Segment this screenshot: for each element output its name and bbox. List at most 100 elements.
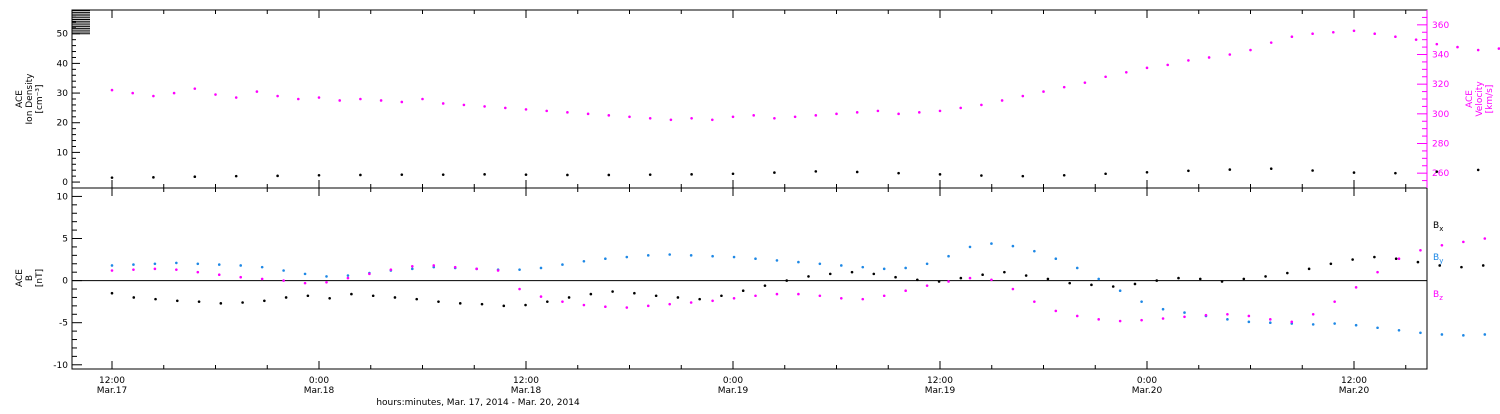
velocity-point — [338, 99, 342, 102]
b-bx-point — [132, 296, 136, 299]
b-bx-point — [1111, 285, 1115, 288]
b-bz-point — [1419, 248, 1422, 252]
top-ylabel-line1: ACE — [15, 90, 25, 108]
velocity-point — [110, 88, 114, 92]
top-ylabel-right-line1: ACE — [1465, 90, 1475, 108]
b-bx-point — [1286, 271, 1289, 275]
top-left-tick-label: 30 — [57, 89, 69, 99]
b-bx-point — [480, 302, 484, 306]
x-tick-time-label: 12:00 — [1341, 376, 1367, 386]
b-bz-point — [1483, 237, 1487, 240]
x-tick-date-label: Mar.19 — [925, 386, 956, 396]
density-point — [566, 173, 569, 177]
b-bx-point — [1046, 277, 1050, 281]
velocity-point — [545, 109, 548, 113]
top-ylabel-line3: [cm⁻³] — [35, 84, 45, 113]
b-by-point — [711, 254, 714, 258]
b-by-point — [346, 274, 350, 277]
b-bx-point — [154, 297, 157, 301]
b-bx-point — [1177, 276, 1180, 280]
b-bz-point — [325, 280, 328, 284]
density-point — [1187, 169, 1190, 173]
top-left-tick-label: 40 — [57, 59, 69, 69]
velocity-point — [1249, 48, 1252, 52]
b-bz-point — [646, 304, 650, 308]
x-tick-time-label: 0:00 — [309, 376, 329, 386]
b-by-point — [325, 275, 328, 278]
b-bx-point — [1460, 265, 1463, 269]
b-bz-point — [1290, 320, 1294, 324]
b-by-point — [561, 263, 564, 266]
velocity-point — [959, 106, 962, 110]
b-by-point — [968, 245, 972, 249]
velocity-point — [1373, 32, 1376, 36]
b-by-point — [153, 262, 157, 266]
b-bx-point — [502, 304, 506, 308]
b-bz-point — [882, 294, 886, 298]
b-by-point — [518, 268, 521, 271]
velocity-point — [1456, 45, 1459, 49]
b-by-point — [818, 262, 822, 266]
legend-subscript: x — [1439, 225, 1443, 233]
b-by-point — [604, 257, 607, 261]
density-point — [980, 174, 983, 177]
b-bz-point — [1226, 312, 1229, 316]
velocity-point — [1228, 53, 1232, 56]
top-right-tick-label: 360 — [1432, 21, 1449, 31]
velocity-point — [566, 111, 569, 114]
velocity-point — [835, 112, 838, 116]
velocity-point — [1062, 85, 1066, 89]
b-by-point — [1397, 328, 1401, 332]
velocity-point — [462, 103, 466, 107]
legend-bz: Bz — [1433, 290, 1443, 302]
velocity-point — [1207, 56, 1211, 59]
b-bz-point — [217, 273, 221, 277]
b-by-point — [990, 242, 993, 245]
velocity-point — [441, 102, 445, 105]
top-right-tick-label: 320 — [1432, 80, 1449, 90]
velocity-point — [1311, 32, 1314, 36]
b-bx-point — [828, 272, 832, 276]
velocity-point — [297, 97, 300, 101]
b-bz-point — [1075, 314, 1079, 318]
density-point — [938, 173, 942, 176]
b-by-point — [947, 254, 950, 258]
b-bz-point — [496, 269, 500, 272]
b-bz-point — [689, 301, 693, 304]
b-bz-point — [282, 279, 285, 282]
b-bz-point — [132, 268, 135, 271]
b-bx-point — [981, 273, 984, 277]
b-bx-point — [959, 276, 963, 280]
b-bz-point — [904, 289, 907, 293]
velocity-point — [317, 96, 321, 99]
b-bz-point — [1311, 312, 1315, 316]
b-by-point — [797, 260, 800, 264]
b-bz-point — [1054, 309, 1058, 313]
x-tick-time-label: 0:00 — [1137, 376, 1157, 386]
velocity-point — [359, 97, 362, 101]
velocity-point — [752, 114, 755, 117]
bottom-ylabel-line3: [nT] — [35, 269, 45, 287]
b-bz-point — [797, 292, 800, 296]
b-by-point — [625, 255, 629, 259]
b-bz-point — [346, 276, 350, 280]
density-point — [1104, 172, 1107, 176]
b-bz-point — [518, 287, 521, 291]
b-by-point — [1075, 266, 1079, 270]
b-bx-point — [1373, 255, 1376, 259]
top-ylabel-right-line3: [km/s] — [1485, 85, 1495, 114]
density-point — [152, 176, 155, 179]
b-bx-point — [328, 296, 331, 300]
top-left-tick-label: 50 — [57, 30, 69, 40]
velocity-point — [669, 118, 673, 122]
b-bx-point — [1024, 274, 1028, 277]
b-bx-point — [1090, 283, 1093, 287]
velocity-point — [773, 116, 776, 120]
velocity-point — [690, 116, 693, 120]
b-bx-point — [785, 279, 789, 282]
b-by-point — [1247, 320, 1251, 324]
x-tick-date-label: Mar.18 — [304, 386, 335, 396]
b-by-point — [539, 266, 543, 270]
b-bz-point — [1011, 287, 1015, 291]
